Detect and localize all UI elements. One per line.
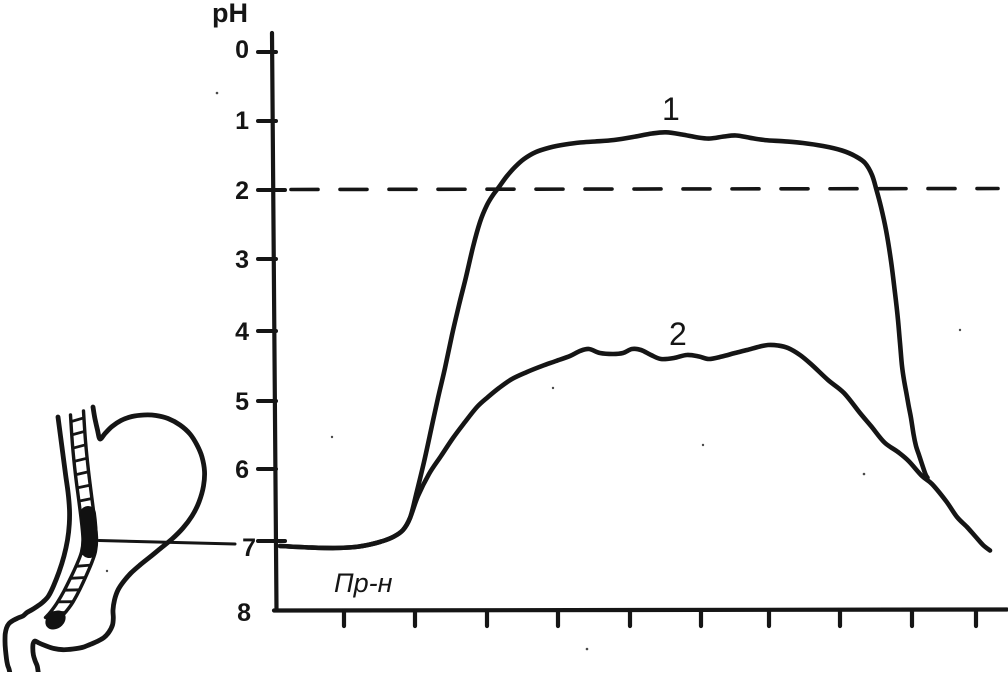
svg-text:2: 2 [235,177,249,205]
svg-text:2: 2 [669,316,687,352]
svg-text:0: 0 [235,36,249,64]
svg-text:Пр-н: Пр-н [334,568,393,598]
svg-text:4: 4 [235,318,249,346]
svg-text:1: 1 [662,91,680,127]
svg-text:6: 6 [235,456,249,484]
svg-text:3: 3 [235,246,249,274]
svg-text:5: 5 [235,388,249,416]
svg-text:7: 7 [242,534,256,562]
svg-text:1: 1 [235,107,249,135]
svg-text:pH: pH [212,0,248,28]
svg-text:8: 8 [237,599,251,627]
